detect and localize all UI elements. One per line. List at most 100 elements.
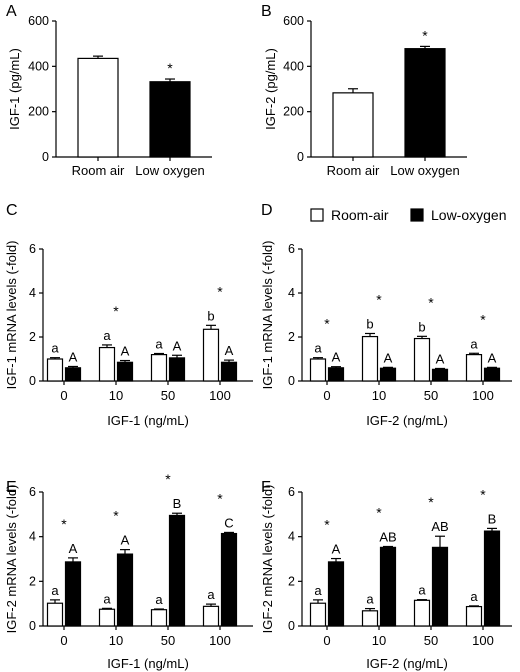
significance-star: * bbox=[422, 27, 428, 43]
group-letter: A bbox=[121, 344, 130, 359]
significance-star: * bbox=[324, 517, 330, 533]
bar bbox=[220, 361, 238, 382]
y-tick-label: 0 bbox=[42, 150, 49, 164]
group-letter: a bbox=[470, 336, 478, 351]
group-letter: a bbox=[155, 337, 163, 352]
group-letter: A bbox=[225, 343, 234, 358]
bar bbox=[413, 337, 431, 382]
bar bbox=[361, 335, 379, 382]
panel-letter: B bbox=[261, 3, 272, 20]
group-letter: A bbox=[488, 350, 497, 365]
group-letter: a bbox=[103, 328, 111, 343]
panel-letter: A bbox=[6, 3, 17, 20]
bar bbox=[168, 357, 186, 382]
bar bbox=[483, 530, 501, 627]
group-letter: C bbox=[224, 515, 233, 530]
bar bbox=[46, 602, 64, 627]
y-axis-label: IGF-2 mRNA levels (-fold) bbox=[260, 485, 275, 634]
bar bbox=[202, 605, 220, 627]
group-letter: B bbox=[173, 496, 182, 511]
legend: Room-air Low-oxygen bbox=[310, 207, 507, 223]
x-tick-label: 0 bbox=[60, 633, 67, 648]
group-letter: A bbox=[69, 349, 78, 364]
x-axis-label: IGF-2 (ng/mL) bbox=[366, 656, 448, 671]
bar bbox=[465, 354, 483, 382]
group-letter: AB bbox=[379, 529, 396, 544]
bar bbox=[413, 599, 431, 627]
y-tick-label: 0 bbox=[29, 374, 36, 388]
x-tick-label: 10 bbox=[109, 633, 123, 648]
y-tick-label: 200 bbox=[283, 105, 304, 119]
significance-star: * bbox=[480, 486, 486, 502]
y-tick-label: 2 bbox=[288, 574, 295, 588]
group-letter: A bbox=[173, 338, 182, 353]
bar bbox=[98, 346, 116, 382]
group-letter: a bbox=[103, 591, 111, 606]
significance-star: * bbox=[428, 294, 434, 310]
significance-star: * bbox=[376, 504, 382, 520]
bar bbox=[46, 358, 64, 382]
x-axis-label: IGF-1 (ng/mL) bbox=[107, 413, 189, 428]
bar bbox=[327, 561, 345, 627]
y-tick-label: 600 bbox=[28, 14, 49, 28]
group-letter: a bbox=[51, 341, 59, 356]
significance-star: * bbox=[217, 283, 223, 299]
group-letter: a bbox=[314, 583, 322, 598]
significance-star: * bbox=[324, 316, 330, 332]
panel-letter: C bbox=[6, 202, 18, 219]
y-axis-label: IGF-1 (pg/mL) bbox=[7, 48, 22, 130]
significance-star: * bbox=[167, 60, 173, 76]
y-tick-label: 4 bbox=[29, 530, 36, 544]
significance-star: * bbox=[480, 311, 486, 327]
group-letter: a bbox=[470, 589, 478, 604]
x-tick-label: Low oxygen bbox=[390, 163, 459, 178]
bar bbox=[64, 367, 82, 382]
bar bbox=[379, 546, 397, 627]
bar bbox=[150, 354, 168, 382]
significance-star: * bbox=[61, 516, 67, 532]
y-axis-label: IGF-1 mRNA levels (-fold) bbox=[4, 241, 19, 390]
group-letter: a bbox=[366, 592, 374, 607]
y-tick-label: 6 bbox=[288, 242, 295, 256]
bar bbox=[327, 367, 345, 382]
y-axis-label: IGF-2 mRNA levels (-fold) bbox=[4, 485, 19, 634]
x-tick-label: 100 bbox=[472, 633, 494, 648]
bar bbox=[465, 605, 483, 627]
panel-letter: F bbox=[261, 479, 271, 496]
bar bbox=[431, 546, 449, 627]
x-tick-label: Room air bbox=[72, 163, 125, 178]
x-tick-label: 100 bbox=[209, 388, 231, 403]
y-tick-label: 400 bbox=[28, 59, 49, 73]
group-letter: b bbox=[207, 308, 214, 323]
group-letter: A bbox=[69, 541, 78, 556]
x-tick-label: 10 bbox=[372, 388, 386, 403]
group-letter: b bbox=[418, 319, 425, 334]
y-tick-label: 6 bbox=[29, 485, 36, 499]
bar bbox=[150, 609, 168, 627]
x-tick-label: 10 bbox=[109, 388, 123, 403]
y-tick-label: 600 bbox=[283, 14, 304, 28]
panel-b: B 0 200 400 600 IGF-2 (pg/mL) Room air Low oxyg… bbox=[261, 3, 467, 178]
group-letter: a bbox=[418, 583, 426, 598]
y-tick-label: 400 bbox=[283, 59, 304, 73]
significance-star: * bbox=[165, 471, 171, 487]
bar bbox=[202, 328, 220, 382]
legend-swatch-room-air bbox=[310, 208, 324, 222]
group-letter: b bbox=[366, 316, 373, 331]
group-letter: B bbox=[488, 511, 497, 526]
bar bbox=[149, 81, 191, 158]
x-tick-label: 100 bbox=[209, 633, 231, 648]
significance-star: * bbox=[217, 490, 223, 506]
y-axis-label: IGF-2 (pg/mL) bbox=[263, 48, 278, 130]
y-tick-label: 2 bbox=[288, 330, 295, 344]
panel-letter: E bbox=[6, 479, 17, 496]
bar bbox=[332, 92, 374, 158]
group-letter: a bbox=[155, 592, 163, 607]
legend-swatch-low-oxygen bbox=[410, 208, 424, 222]
x-tick-label: 0 bbox=[323, 388, 330, 403]
x-tick-label: 100 bbox=[472, 388, 494, 403]
y-tick-label: 0 bbox=[288, 619, 295, 633]
group-letter: a bbox=[314, 341, 322, 356]
